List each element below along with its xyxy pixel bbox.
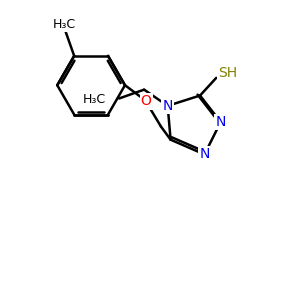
Text: N: N xyxy=(199,147,210,161)
Text: N: N xyxy=(215,115,226,129)
Text: O: O xyxy=(141,94,152,108)
Text: H₃C: H₃C xyxy=(83,93,106,106)
Text: SH: SH xyxy=(218,66,237,80)
Text: H₃C: H₃C xyxy=(52,18,75,31)
Text: N: N xyxy=(163,99,173,113)
